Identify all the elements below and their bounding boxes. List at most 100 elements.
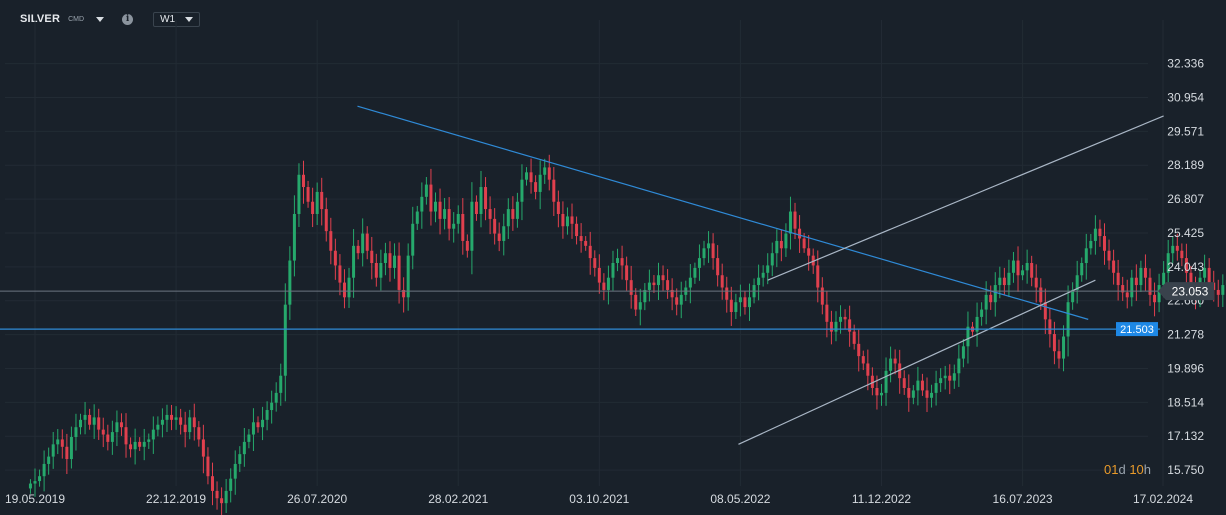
candle-down [925,390,929,398]
candle-down [825,304,829,322]
candle-down [1184,258,1188,273]
candle-down [370,250,374,263]
candle-down [811,255,815,266]
candle-down [210,476,214,491]
x-tick-label: 28.02.2021 [428,492,488,506]
candle-up [424,184,428,197]
candle-down [106,434,110,442]
candle-up [1075,275,1079,290]
candle-down [1121,285,1125,293]
candle-up [247,434,251,442]
x-tick-label: 26.07.2020 [287,492,347,506]
x-axis: 19.05.2019 22.12.2019 26.07.2020 28.02.2021… [5,492,1193,506]
candle-up [283,304,287,376]
candle-up [242,441,246,455]
candle-up [415,211,419,224]
y-tick-label: 28.189 [1167,158,1204,172]
symbol-dropdown-icon[interactable] [96,16,105,22]
candle-down [1016,260,1020,276]
candle-up [1203,267,1207,278]
candle-down [101,429,105,435]
candle-up [1089,240,1093,249]
countdown-days-unit: d [1118,462,1126,477]
candle-down [1125,292,1129,298]
x-tick-label: 03.10.2021 [569,492,629,506]
candle-up [1007,272,1011,286]
candle-down [743,297,747,308]
candle-down [170,414,174,420]
level-tag [1116,322,1158,337]
info-icon[interactable]: i [122,13,134,25]
candle-down [365,233,369,251]
candle-up [165,414,169,420]
candle-up [1066,302,1070,337]
candle-up [834,321,838,332]
candle-down [816,265,820,288]
candle-up [738,297,742,303]
candle-up [79,419,83,428]
candle-up [443,209,447,219]
candle-up [502,226,506,241]
candle-down [1057,351,1061,359]
candle-up [288,260,292,305]
candle-up [433,201,437,212]
candle-down [866,363,870,376]
candle-up [270,402,274,411]
candle-up [224,490,228,504]
exchange-label: CMD [68,15,85,23]
trendline-ascending-channel-lower [738,279,1096,445]
candle-up [274,392,278,403]
candle-up [1162,272,1166,286]
candle-down [461,213,465,241]
symbol-name[interactable]: SILVER [20,13,61,25]
candle-up [606,277,610,290]
candle-down [552,179,556,202]
candle-up [69,436,73,460]
candle-down [119,422,123,428]
y-tick-label: 17.132 [1167,429,1204,443]
candle-down [820,287,824,305]
x-tick-label: 11.12.2022 [852,492,911,506]
y-tick-label: 15.750 [1167,463,1204,477]
candle-down [666,280,670,290]
candle-up [383,253,387,263]
candle-down [1043,302,1047,320]
candle-up [980,309,984,317]
candle-down [920,380,924,391]
candle-up [1139,267,1143,286]
candle-up [33,481,37,484]
candle-up [939,378,943,384]
candle-up [879,392,883,396]
candle-up [520,179,524,202]
candle-down [807,248,811,256]
y-tick-label: 30.954 [1167,90,1204,104]
candle-down [474,201,478,214]
candle-down [579,236,583,241]
candle-up [92,417,96,425]
candle-up [993,285,997,303]
candle-down [320,191,324,210]
candle-down [302,174,306,188]
candle-down [534,182,538,192]
candle-down [1107,250,1111,261]
y-tick-label: 21.278 [1167,328,1204,342]
level-tag-label: 21.503 [1120,324,1154,336]
candle-up [775,240,779,254]
candle-down [488,209,492,219]
candle-down [397,255,401,290]
candle-down [438,201,442,219]
candle-down [1102,236,1106,251]
candle-down [670,289,674,298]
price-tag-label: 23.053 [1172,285,1209,299]
candle-down [1034,277,1038,288]
timeframe-dropdown-icon[interactable] [185,16,194,22]
candle-down [529,172,533,183]
candle-down [124,427,128,445]
bar-countdown: 01d 10h [1104,462,1151,477]
drawings [0,105,1164,445]
trendline-ascending-channel-upper [767,115,1164,281]
candle-down [429,184,433,212]
candle-up [647,282,651,290]
candle-up [352,245,356,278]
